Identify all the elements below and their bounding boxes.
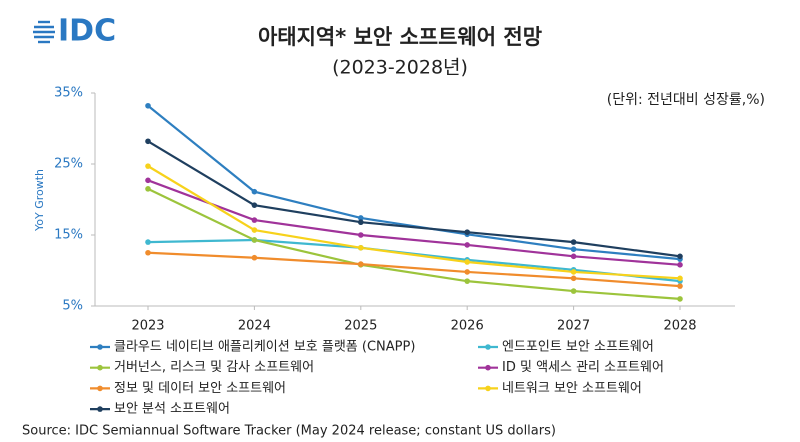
legend-marker — [97, 385, 103, 392]
source-note: Source: IDC Semiannual Software Tracker … — [22, 424, 556, 439]
data-point — [145, 239, 151, 245]
legend-label: 정보 및 데이터 보안 소프트웨어 — [114, 381, 286, 396]
x-tick-label: 2024 — [238, 319, 271, 334]
data-point — [677, 262, 683, 268]
legend-marker — [97, 344, 103, 350]
chart-title: 아태지역* 보안 소프트웨어 전망 — [258, 25, 542, 49]
x-tick-label: 2025 — [344, 319, 377, 334]
data-point — [145, 177, 151, 184]
legend-marker — [485, 385, 491, 392]
legend-label: 거버넌스, 리스크 및 감사 소프트웨어 — [114, 360, 314, 375]
data-point — [464, 269, 471, 275]
data-point — [358, 215, 364, 221]
data-point — [251, 202, 258, 208]
legend-marker — [97, 364, 103, 371]
series-line — [147, 251, 681, 288]
data-point — [570, 253, 577, 260]
legend-label: 엔드포인트 보안 소프트웨어 — [502, 340, 654, 355]
series-line — [147, 165, 681, 280]
data-point — [251, 227, 258, 233]
data-point — [570, 246, 577, 252]
logo-text: IDC — [58, 14, 116, 49]
data-point — [464, 229, 471, 235]
data-point — [145, 249, 151, 256]
data-point — [677, 253, 683, 260]
series-line — [147, 104, 681, 261]
data-point — [358, 232, 364, 238]
legend-label: 클라우드 네이티브 애플리케이션 보호 플랫폼 (CNAPP) — [114, 340, 415, 355]
legend-marker — [485, 364, 491, 371]
data-point — [570, 288, 577, 294]
x-tick-label: 2027 — [557, 319, 590, 334]
data-point — [464, 242, 471, 248]
x-tick-label: 2026 — [451, 319, 484, 334]
legend-marker — [485, 344, 491, 350]
data-point — [464, 259, 471, 265]
logo-globe — [33, 20, 55, 44]
data-point — [358, 244, 364, 251]
legend-label: 보안 분석 소프트웨어 — [114, 402, 230, 417]
data-point — [570, 275, 577, 282]
data-point — [570, 239, 577, 245]
data-point — [570, 269, 577, 275]
y-tick-label: 5% — [62, 299, 83, 314]
data-point — [677, 296, 683, 302]
chart-subtitle: (2023-2028년) — [332, 57, 468, 79]
data-point — [145, 102, 151, 109]
data-point — [677, 283, 683, 289]
data-point — [677, 275, 683, 282]
series-line — [147, 140, 681, 258]
data-point — [464, 278, 471, 284]
x-tick-label: 2028 — [663, 319, 696, 334]
legend-label: ID 및 액세스 관리 소프트웨어 — [502, 360, 664, 375]
series-line — [147, 187, 681, 300]
data-point — [251, 217, 258, 223]
data-point — [251, 188, 258, 195]
unit-note: (단위: 전년대비 성장률,%) — [607, 92, 765, 108]
data-point — [145, 138, 151, 145]
legend-marker — [97, 406, 103, 412]
data-point — [251, 254, 258, 261]
data-point — [358, 219, 364, 226]
data-point — [145, 163, 151, 169]
data-point — [358, 261, 364, 267]
series-line — [147, 179, 681, 266]
y-axis-label: YoY Growth — [33, 169, 46, 232]
y-tick-label: 35% — [54, 86, 83, 101]
data-point — [251, 237, 258, 243]
legend-label: 네트워크 보안 소프트웨어 — [502, 381, 642, 396]
data-point — [145, 186, 151, 192]
y-tick-label: 25% — [54, 157, 83, 172]
x-tick-label: 2023 — [131, 319, 164, 334]
y-tick-label: 15% — [54, 228, 83, 243]
